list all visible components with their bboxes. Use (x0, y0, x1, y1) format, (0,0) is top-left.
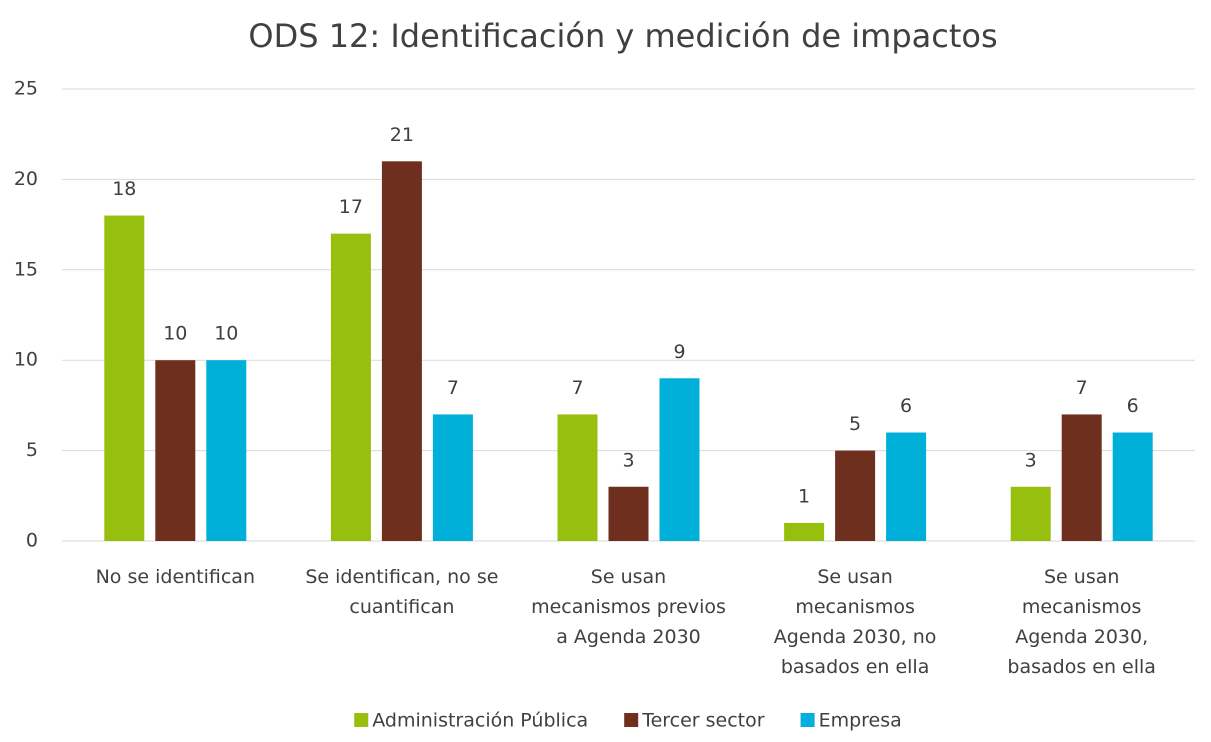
bar (1112, 432, 1153, 541)
bar (432, 414, 473, 541)
bar (557, 414, 598, 541)
bar (330, 233, 371, 541)
legend-swatch (624, 713, 639, 727)
x-tick-label: Se identifican, no se cuantifican (305, 566, 498, 618)
x-tick-label: Se usan mecanismos Agenda 2030, no basados … (774, 566, 937, 678)
value-label: 3 (622, 449, 634, 471)
y-tick-label: 20 (14, 168, 38, 190)
legend-label: Tercer sector (641, 710, 765, 732)
value-label: 9 (673, 341, 685, 363)
y-tick-label: 5 (26, 439, 38, 461)
y-tick-label: 15 (14, 258, 38, 280)
value-label: 3 (1025, 449, 1037, 471)
bar (784, 522, 825, 541)
bar (155, 360, 196, 541)
y-tick-label: 25 (14, 78, 38, 100)
value-label: 10 (214, 323, 238, 345)
legend-label: Administración Pública (372, 710, 588, 732)
value-label: 17 (339, 196, 363, 218)
x-tick-label: Se usan mecanismos previos a Agenda 2030 (531, 566, 726, 648)
bar (1010, 486, 1051, 541)
value-label: 6 (900, 395, 912, 417)
chart-title: ODS 12: Identificación y medición de imp… (248, 17, 997, 55)
value-label: 18 (112, 178, 136, 200)
value-label: 6 (1127, 395, 1139, 417)
legend-swatch (800, 713, 815, 727)
value-label: 21 (390, 124, 414, 146)
legend-label: Empresa (819, 710, 902, 732)
bar (381, 161, 422, 541)
y-tick-label: 0 (26, 530, 38, 552)
bar (1061, 414, 1102, 541)
value-label: 7 (1076, 377, 1088, 399)
value-label: 1 (798, 485, 810, 507)
bar (835, 450, 876, 541)
bar (104, 215, 145, 541)
x-tick-label: Se usan mecanismos Agenda 2030, basados en … (1007, 566, 1156, 678)
legend-swatch (354, 713, 369, 727)
value-label: 7 (447, 377, 459, 399)
bar (659, 378, 700, 541)
value-label: 10 (163, 323, 187, 345)
bar (886, 432, 927, 541)
value-label: 7 (571, 377, 583, 399)
x-tick-label: No se identifican (96, 566, 255, 588)
bar (206, 360, 247, 541)
value-label: 5 (849, 413, 861, 435)
y-tick-label: 10 (14, 349, 38, 371)
bar (608, 486, 649, 541)
